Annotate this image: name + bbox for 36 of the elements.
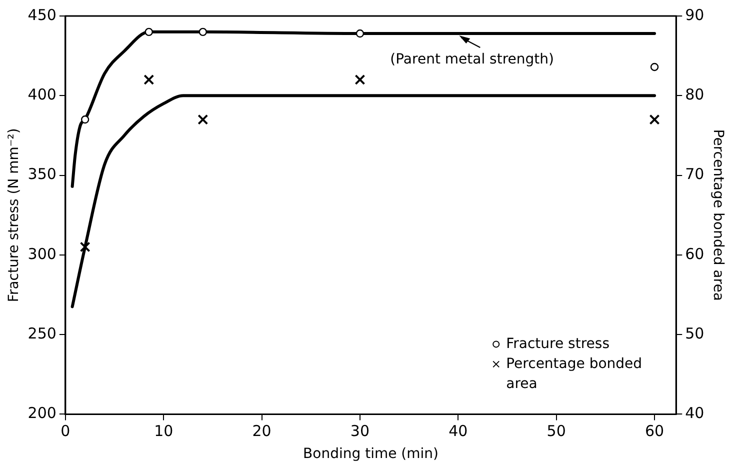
y-tick-label: 450 <box>28 6 56 24</box>
legend-label: Fracture stress <box>506 336 610 352</box>
x-tick-label: 60 <box>644 422 664 440</box>
point <box>80 242 90 252</box>
x-tick-label: 0 <box>60 422 70 440</box>
x-tick-label: 30 <box>350 422 370 440</box>
annotation: (Parent metal strength) <box>390 52 554 68</box>
y2-tick-label: 50 <box>685 324 704 342</box>
point <box>198 28 207 36</box>
y-tick-label: 400 <box>28 86 56 104</box>
y2-tick-label: 80 <box>685 86 704 104</box>
x-tick-label: 10 <box>154 422 174 440</box>
y2-axis-title: Percentage bonded area <box>710 129 726 301</box>
y2-tick-label: 90 <box>685 6 704 24</box>
y-tick-label: 300 <box>28 244 56 263</box>
point <box>144 28 153 36</box>
point <box>354 74 366 85</box>
point <box>80 115 90 124</box>
point <box>650 62 659 72</box>
x-axis-title: Bonding time (min) <box>303 446 438 462</box>
y2-tick-label: 40 <box>685 404 704 422</box>
point <box>198 114 208 125</box>
legend-label: Percentage bonded area <box>506 356 642 392</box>
y-tick-label: 350 <box>28 165 56 184</box>
y2-tick-label: 70 <box>685 165 704 184</box>
point <box>649 114 660 125</box>
x-tick-label: 50 <box>546 422 566 440</box>
point <box>356 29 364 38</box>
y-axis-title: Fracture stress (N mm⁻²) <box>6 128 22 302</box>
x-tick-label: 40 <box>448 422 468 440</box>
y-tick-label: 250 <box>28 324 56 342</box>
line-series <box>70 94 656 308</box>
y-tick-label: 200 <box>28 404 56 422</box>
x-tick-label: 20 <box>252 422 272 440</box>
y2-tick-label: 60 <box>685 244 704 263</box>
point <box>144 74 154 85</box>
